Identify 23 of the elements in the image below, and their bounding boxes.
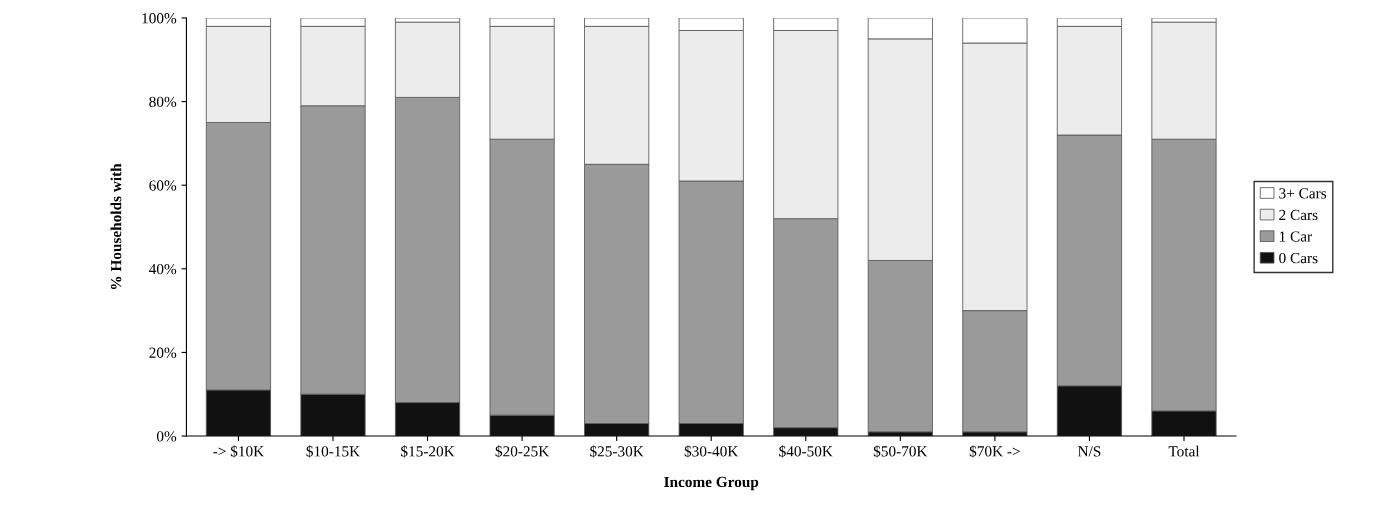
- y-tick-label: 20%: [149, 347, 177, 358]
- x-tick-label: $50-70K: [873, 445, 928, 458]
- x-tick-label: $20-25K: [495, 445, 550, 458]
- x-axis-title: Income Group: [664, 476, 759, 491]
- legend-label: 2 Cars: [1279, 209, 1318, 221]
- x-tick-label: $10-15K: [306, 445, 360, 458]
- y-tick-label: 40%: [149, 263, 177, 275]
- y-tick-label: 60%: [149, 180, 177, 191]
- x-tick-label: -> $10K: [213, 445, 265, 458]
- x-tick-label: $40-50K: [779, 445, 833, 458]
- x-tick-label: Total: [1168, 445, 1200, 457]
- legend-label: 3+ Cars: [1279, 188, 1327, 199]
- y-tick-label: 100%: [142, 13, 177, 24]
- x-tick-label: $15-20K: [401, 445, 455, 458]
- y-tick-label: 80%: [149, 96, 177, 108]
- x-tick-label: N/S: [1077, 446, 1101, 457]
- x-tick-label: $30-40K: [684, 445, 739, 458]
- legend-label: 1 Car: [1279, 231, 1312, 242]
- x-tick-label: $25-30K: [590, 445, 644, 458]
- y-axis-title: % Households with: [110, 163, 122, 290]
- legend-label: 0 Cars: [1279, 252, 1318, 264]
- x-tick-label: $70K ->: [969, 445, 1020, 458]
- y-tick-label: 0%: [156, 431, 177, 442]
